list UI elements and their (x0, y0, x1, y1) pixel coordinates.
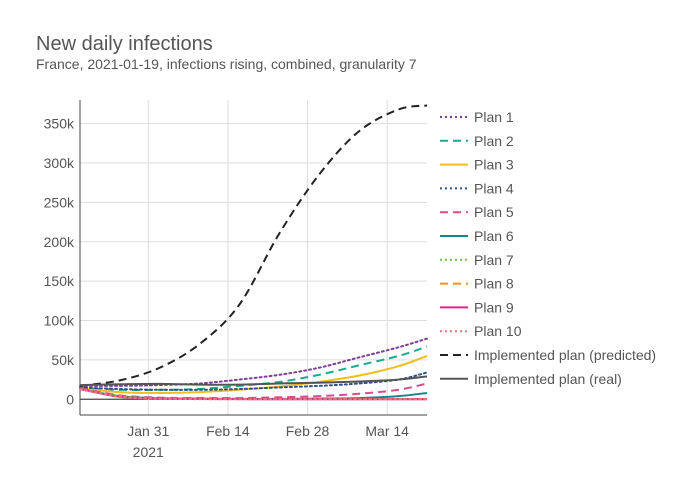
legend-label: Plan 8 (474, 276, 514, 292)
y-tick-label: 0 (66, 391, 74, 407)
x-tick-label: Mar 14 (365, 423, 409, 439)
legend-label: Plan 4 (474, 180, 514, 196)
legend-label: Plan 6 (474, 228, 514, 244)
series-line-10 (79, 388, 428, 401)
y-tick-label: 300k (44, 155, 75, 171)
legend-label: Implemented plan (predicted) (474, 347, 656, 363)
x-tick-label: Jan 31 (127, 423, 169, 439)
legend-label: Plan 2 (474, 133, 514, 149)
y-tick-label: 150k (44, 273, 75, 289)
y-tick-label: 50k (51, 352, 75, 368)
x-tick-label: Feb 14 (206, 423, 250, 439)
grid (79, 100, 427, 416)
series-line-12 (79, 375, 428, 387)
y-tick-label: 100k (44, 313, 75, 329)
x-tick-label: Feb 28 (286, 423, 330, 439)
x-axis: Jan 31 2021 Feb 14 Feb 28 Mar 14 (127, 423, 409, 460)
legend-label: Plan 3 (474, 157, 514, 173)
chart-title: New daily infections (36, 33, 213, 55)
plot-area (79, 104, 428, 401)
legend-label: Plan 10 (474, 323, 522, 339)
series-line-1 (79, 337, 428, 387)
legend-label: Implemented plan (real) (474, 371, 622, 387)
series-line-4 (79, 371, 428, 391)
series-line-3 (79, 354, 428, 394)
chart-subtitle: France, 2021-01-19, infections rising, c… (36, 56, 417, 72)
series-line-5 (79, 382, 428, 400)
legend-label: Plan 7 (474, 252, 514, 268)
legend: Plan 1 Plan 2 Plan 3 Plan 4 Plan 5 Plan 6 Plan… (440, 109, 656, 387)
legend-label: Plan 5 (474, 204, 514, 220)
y-tick-label: 350k (44, 116, 75, 132)
x-tick-year-label: 2021 (133, 444, 164, 460)
legend-label: Plan 1 (474, 109, 514, 125)
y-tick-label: 250k (44, 194, 75, 210)
y-tick-label: 200k (44, 234, 75, 250)
legend-label: Plan 9 (474, 299, 514, 315)
y-axis: 0 50k 100k 150k 200k 250k 300k 350k (44, 116, 75, 408)
series-line-11 (79, 104, 428, 387)
